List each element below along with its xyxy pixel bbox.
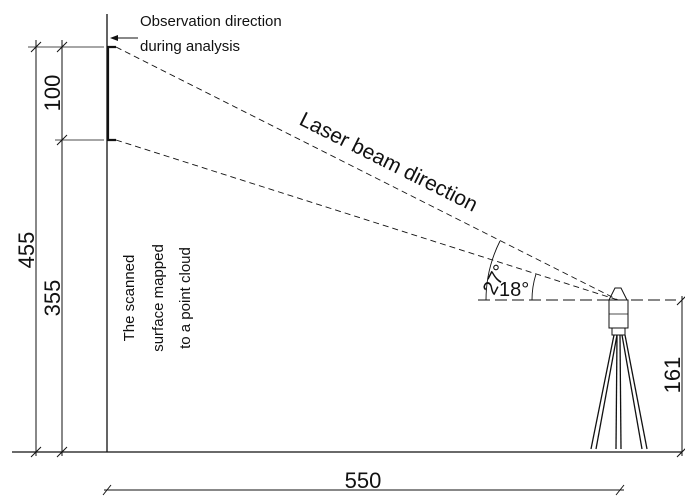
dim-tick-scanner-bottom <box>676 448 685 458</box>
dim-distance: 550 <box>345 468 382 493</box>
scanned-segment-bracket <box>106 45 116 142</box>
laser-beam-lower <box>115 139 619 301</box>
angle-arc-27 <box>485 240 501 301</box>
dim-tick-lower-bottom <box>56 446 68 458</box>
dim-upper-height: 100 <box>40 75 65 112</box>
surface-label-line1: The scanned <box>121 255 138 342</box>
observation-label-line2: during analysis <box>140 38 240 55</box>
dim-tick-scanner-top <box>676 296 685 306</box>
observation-arrowhead <box>110 35 118 41</box>
dim-tick-mid <box>56 134 68 146</box>
laser-scanner-icon <box>608 287 629 336</box>
angle-arc-18 <box>531 273 537 301</box>
observation-label-line1: Observation direction <box>140 13 282 30</box>
surface-label-line3: to a point cloud <box>177 247 194 349</box>
dim-tick-distance-left <box>102 484 112 496</box>
dim-tick-distance-right <box>615 484 625 496</box>
angle-label-lower: 18° <box>499 279 529 301</box>
laser-beam-upper <box>115 46 619 301</box>
tripod-icon <box>590 334 648 450</box>
surface-label-line2: surface mapped <box>150 244 167 352</box>
laser-beam-label: Laser beam direction <box>296 108 482 217</box>
dim-scanner-height: 161 <box>660 357 685 394</box>
dim-tick-total-bottom <box>30 446 42 458</box>
dim-tick-upper-top <box>56 41 68 53</box>
dim-lower-height: 355 <box>40 280 65 317</box>
dim-tick-total-top <box>30 41 42 53</box>
dim-total-height: 455 <box>14 232 39 269</box>
